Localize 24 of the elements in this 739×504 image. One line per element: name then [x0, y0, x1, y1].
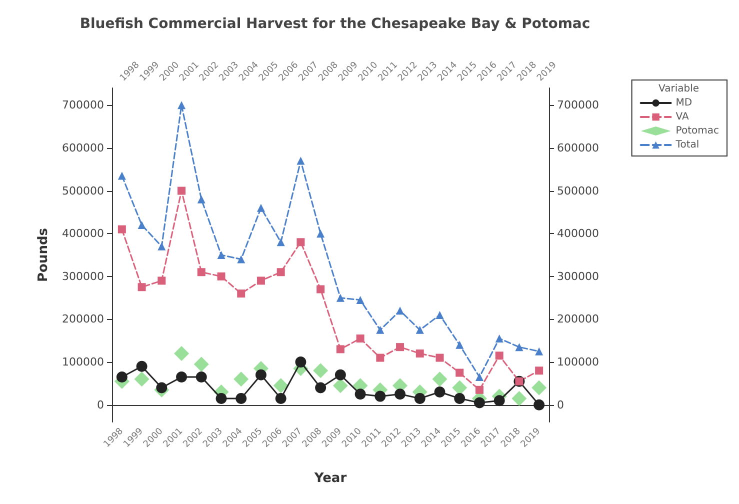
y2-tick-label: 100000	[557, 356, 599, 369]
legend-title: Variable	[658, 84, 700, 94]
y-tick-label: 200000	[62, 312, 104, 326]
y2-tick-label: 700000	[557, 98, 599, 112]
y-tick-label: 400000	[62, 227, 104, 240]
y-tick-label: 700000	[62, 98, 104, 112]
y-axis-title: Pounds	[36, 228, 51, 282]
chart-title: Bluefish Commercial Harvest for the Chesapeake Bay & Potomac	[80, 16, 590, 32]
x-axis-title: Year	[313, 471, 348, 486]
y2-tick-label: 300000	[557, 270, 599, 283]
legend-label: Potomac	[676, 126, 720, 136]
legend-label: VA	[676, 112, 690, 122]
y2-tick-label: 0	[557, 398, 564, 412]
y-tick-label: 600000	[62, 141, 104, 154]
y-tick-label: 300000	[62, 270, 104, 283]
y-tick-label: 500000	[62, 184, 104, 198]
y2-tick-label: 600000	[557, 141, 599, 154]
y-tick-label: 100000	[62, 356, 104, 369]
y2-tick-label: 500000	[557, 184, 599, 198]
legend-label: Total	[674, 140, 700, 150]
y2-tick-label: 400000	[557, 227, 599, 240]
y-tick-label: 0	[97, 398, 104, 412]
y2-tick-label: 200000	[557, 312, 599, 326]
legend-label: MD	[676, 98, 692, 108]
